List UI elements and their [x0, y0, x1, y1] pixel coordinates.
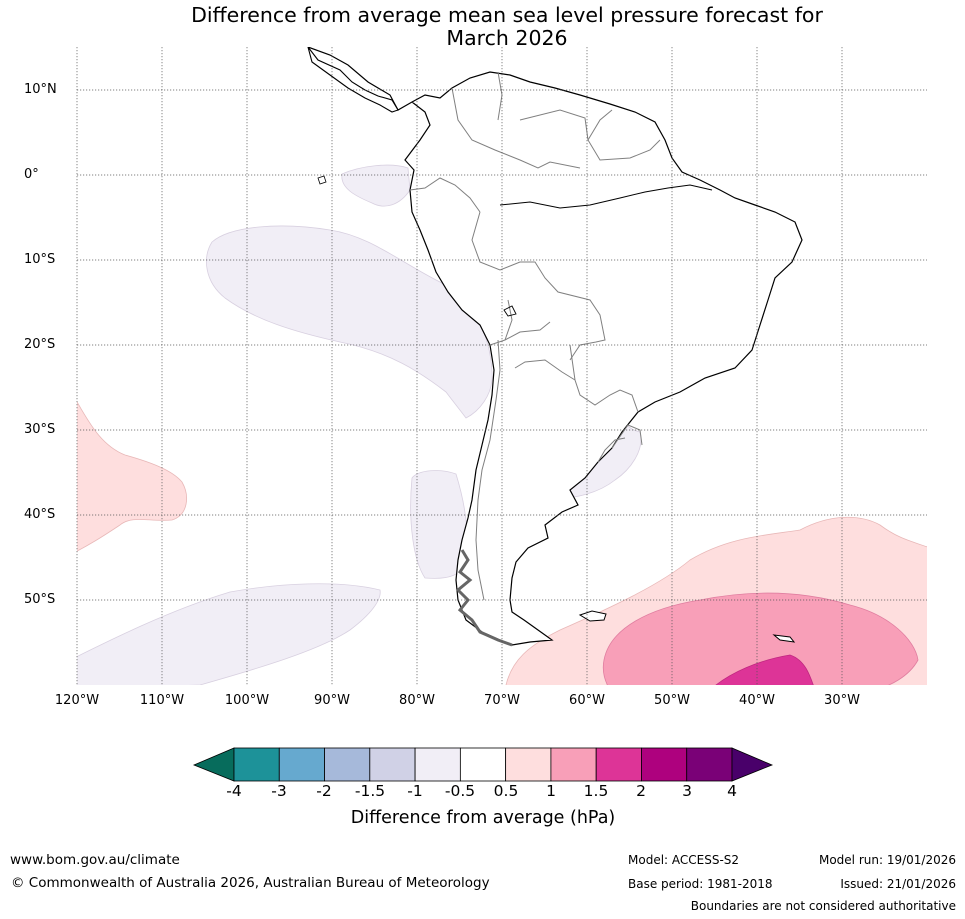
amazon-river	[499, 184, 713, 209]
lon-label-70W: 70°W	[484, 693, 520, 708]
lon-label-30W: 30°W	[824, 693, 860, 708]
colorbar-cell	[233, 747, 280, 782]
lat-label-20S: 20°S	[24, 337, 56, 352]
colorbar-tick: 1.5	[583, 782, 609, 800]
colorbar-tick: -3	[271, 782, 287, 800]
colorbar-tick: -1	[407, 782, 423, 800]
graticule	[76, 47, 927, 685]
lon-label-50W: 50°W	[654, 693, 690, 708]
title-line-1: Difference from average mean sea level p…	[191, 3, 823, 27]
lat-label-30S: 30°S	[24, 422, 56, 437]
south-georgia	[772, 634, 796, 643]
colorbar-cells	[233, 747, 733, 782]
colorbar-tick: 0.5	[493, 782, 519, 800]
colorbar-cell	[595, 747, 642, 782]
colorbar-tick: -2	[316, 782, 332, 800]
anomaly-region-minus-0.5-south-pacific	[77, 583, 381, 685]
title-line-2: March 2026	[446, 26, 568, 50]
lon-label-100W: 100°W	[224, 693, 270, 708]
lat-label-10S: 10°S	[24, 252, 56, 267]
anomaly-region-plus-1.5-south-atlantic	[715, 654, 814, 685]
copyright-text: © Commonwealth of Australia 2026, Austra…	[11, 875, 490, 891]
colorbar	[192, 747, 774, 782]
website-link[interactable]: www.bom.gov.au/climate	[10, 852, 180, 868]
lon-label-110W: 110°W	[139, 693, 185, 708]
colorbar-tick: -1.5	[354, 782, 386, 800]
colorbar-cell	[369, 747, 416, 782]
colorbar-cell	[550, 747, 597, 782]
colorbar-tick: -0.5	[444, 782, 476, 800]
colorbar-cell	[278, 747, 325, 782]
chart-title: Difference from average mean sea level p…	[0, 4, 965, 50]
lon-label-40W: 40°W	[739, 693, 775, 708]
colorbar-cell	[459, 747, 507, 782]
anomaly-region-plus-1-south-atlantic	[602, 592, 919, 685]
lon-label-90W: 90°W	[314, 693, 350, 708]
colorbar-under-arrow	[192, 747, 235, 782]
colorbar-tick: 2	[636, 782, 646, 800]
colorbar-cell	[686, 747, 733, 782]
map-area	[77, 47, 927, 685]
colorbar-cell	[641, 747, 688, 782]
anomaly-region-plus-0.5-west-pacific	[77, 401, 187, 552]
colorbar-cell	[324, 747, 371, 782]
colorbar-cell	[414, 747, 461, 782]
colorbar-tick: 1	[546, 782, 556, 800]
colorbar-tick: 4	[727, 782, 737, 800]
colorbar-cell	[505, 747, 552, 782]
model-name: Model: ACCESS-S2	[628, 853, 740, 867]
central-america-coastline	[307, 47, 399, 113]
model-run-date: Model run: 19/01/2026	[818, 853, 956, 867]
lake-titicaca	[503, 305, 517, 317]
boundaries-note: Boundaries are not considered authoritat…	[690, 899, 956, 913]
country-boundaries	[409, 71, 661, 601]
lon-label-120W: 120°W	[54, 693, 100, 708]
lat-label-10N: 10°N	[24, 82, 57, 97]
lon-label-80W: 80°W	[399, 693, 435, 708]
colorbar-label: Difference from average (hPa)	[350, 808, 616, 828]
anomaly-region-minus-0.5-pacific-central	[206, 225, 493, 419]
anomaly-region-minus-0.5-pacific-equatorial	[341, 164, 411, 207]
lon-label-60W: 60°W	[569, 693, 605, 708]
base-period: Base period: 1981-2018	[628, 877, 773, 891]
colorbar-tick: -4	[226, 782, 242, 800]
falkland-islands	[578, 610, 607, 622]
colorbar-tick: 3	[682, 782, 692, 800]
issued-date: Issued: 21/01/2026	[840, 877, 956, 891]
lat-label-0: 0°	[24, 167, 39, 182]
lat-label-40S: 40°S	[24, 507, 56, 522]
lat-label-50S: 50°S	[24, 592, 56, 607]
galapagos-islands	[317, 175, 327, 185]
colorbar-over-arrow	[731, 747, 774, 782]
